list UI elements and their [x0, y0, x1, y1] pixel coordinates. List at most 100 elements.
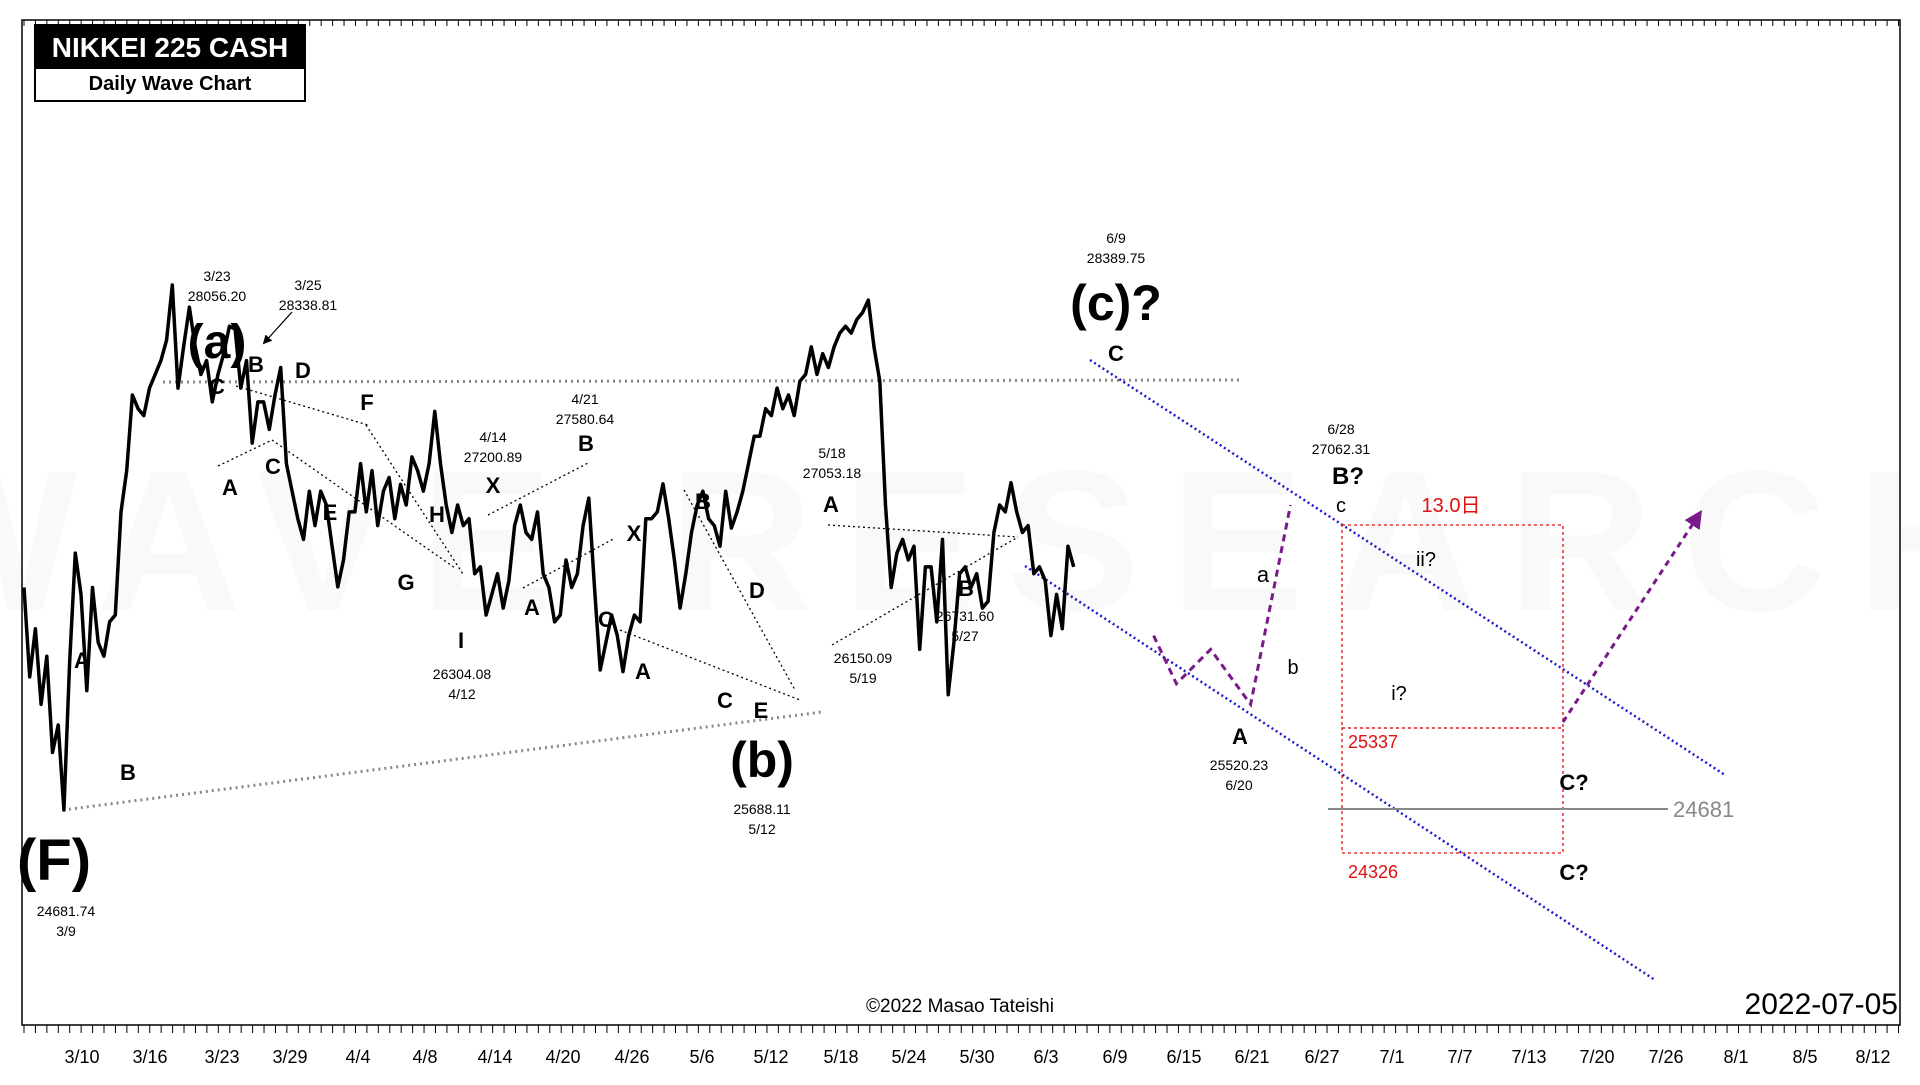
wave-annotation: 28338.81: [279, 297, 338, 313]
wave-annotation: 5/18: [818, 445, 845, 461]
x-tick-label: 4/26: [614, 1047, 649, 1067]
wave-annotation: 5/12: [748, 821, 775, 837]
x-tick-label: 7/7: [1447, 1047, 1472, 1067]
x-tick-label: 6/15: [1166, 1047, 1201, 1067]
wave-annotation: D: [295, 358, 311, 383]
wave-annotation: B: [958, 576, 974, 601]
x-tick-label: 3/23: [204, 1047, 239, 1067]
wave-annotation: G: [397, 570, 414, 595]
wave-annotation: B: [578, 431, 594, 456]
support-dotted-line: [62, 710, 823, 812]
top-ticks: [23, 20, 1900, 26]
wave-annotation: (c)?: [1070, 275, 1162, 331]
x-tick-label: 7/13: [1511, 1047, 1546, 1067]
wave-annotation: X: [486, 473, 501, 498]
wave-annotation: 24681: [1673, 797, 1734, 822]
resistance-dotted-line: [162, 378, 1241, 384]
wave-annotation: A: [222, 475, 238, 500]
date-stamp: 2022-07-05: [1745, 988, 1898, 1021]
x-tick-label: 5/12: [753, 1047, 788, 1067]
wave-annotation: ii?: [1416, 549, 1436, 571]
wave-annotation: 27053.18: [803, 465, 862, 481]
callout-arrow: [262, 311, 293, 345]
wave-annotation: D: [749, 578, 765, 603]
wave-annotation: (b): [730, 732, 794, 788]
x-tick-label: 8/5: [1792, 1047, 1817, 1067]
chart-subtitle: Daily Wave Chart: [88, 73, 252, 95]
wave-annotation: 5/27: [951, 628, 978, 644]
copyright: ©2022 Masao Tateishi: [866, 996, 1054, 1017]
wave-annotation: C?: [1559, 860, 1588, 885]
x-wave-upper-trendline: [487, 461, 591, 516]
wave-annotation: C?: [1559, 770, 1588, 795]
b-wave-lower-trendline: [619, 629, 801, 701]
x-axis-labels: 3/10 3/16 3/23 3/29 4/4 4/8 4/14 4/20 4/26 5/6 5/1…: [64, 1047, 1890, 1067]
wave-annotation: C: [1108, 341, 1124, 366]
x-tick-label: 6/3: [1033, 1047, 1058, 1067]
wave-annotation: 25337: [1348, 732, 1398, 752]
x-tick-label: 4/20: [545, 1047, 580, 1067]
wave-annotation: B: [120, 760, 136, 785]
wave-annotation: c: [1336, 495, 1346, 517]
wave-annotation: A: [635, 659, 651, 684]
wave-annotation: 25520.23: [1210, 757, 1269, 773]
x-tick-label: 7/20: [1579, 1047, 1614, 1067]
x-tick-label: 7/1: [1379, 1047, 1404, 1067]
wave-annotation: 26304.08: [433, 666, 492, 682]
wave-annotation: B: [248, 352, 264, 377]
x-tick-label: 7/26: [1648, 1047, 1683, 1067]
title-box: NIKKEI 225 CASH Daily Wave Chart: [34, 24, 306, 102]
triangle-lower-line: [831, 536, 1019, 646]
bottom-ticks: [23, 1025, 1900, 1033]
wave-annotation: 4/14: [479, 429, 506, 445]
x-tick-label: 3/16: [132, 1047, 167, 1067]
wave-annotation: 28056.20: [188, 288, 247, 304]
wave-annotation: b: [1287, 657, 1298, 679]
x-tick-label: 8/1: [1723, 1047, 1748, 1067]
wave-annotation: 4/12: [448, 686, 475, 702]
chart-title: NIKKEI 225 CASH: [36, 26, 304, 69]
wave-annotation: A: [74, 648, 90, 673]
channel-upper-line: [1089, 358, 1726, 777]
wave-annotation: 24326: [1348, 862, 1398, 882]
wave-annotation: X: [627, 521, 642, 546]
wave-annotation: A: [524, 595, 540, 620]
wave-annotation: 3/23: [203, 268, 230, 284]
wave-annotation: F: [360, 390, 373, 415]
forecast-arrow: [1561, 509, 1702, 723]
wave-annotation: (F): [17, 828, 91, 893]
x-tick-label: 8/12: [1855, 1047, 1890, 1067]
wave-annotation: 24681.74: [37, 903, 96, 919]
wave-annotation: C: [265, 454, 281, 479]
ab-triangle-line-1: [271, 439, 456, 569]
x-tick-label: 6/21: [1234, 1047, 1269, 1067]
price-target-box: [1341, 727, 1564, 854]
wave-annotation: 6/20: [1225, 777, 1252, 793]
wave-annotation: A: [823, 492, 839, 517]
wave-annotation: 26731.60: [936, 608, 995, 624]
wave-annotation: 25688.11: [733, 801, 791, 817]
x-tick-label: 3/29: [272, 1047, 307, 1067]
wave-annotation: a: [1257, 562, 1270, 587]
x-tick-label: 6/9: [1102, 1047, 1127, 1067]
forecast-path: [1152, 504, 1292, 709]
wave-annotation: i?: [1391, 683, 1407, 705]
wave-annotation: H: [429, 502, 445, 527]
annotations: (F)24681.743/9AB(a)CB DACEFGHI26304.084/1…: [17, 230, 1734, 939]
price-line: [22, 283, 1076, 812]
wave-annotation: E: [323, 500, 338, 525]
x-tick-label: 5/24: [891, 1047, 926, 1067]
wave-annotation: C: [209, 374, 225, 399]
wave-annotation: I: [458, 628, 464, 653]
x-tick-label: 5/30: [959, 1047, 994, 1067]
wave-annotation: C: [598, 607, 614, 632]
channel-lower-line: [1024, 564, 1656, 982]
x-tick-label: 5/6: [689, 1047, 714, 1067]
b-wave-upper-trendline: [683, 489, 796, 691]
wave-annotation: 27062.31: [1312, 441, 1371, 457]
wave-annotation: 3/25: [294, 277, 321, 293]
wave-annotation: 5/19: [849, 670, 876, 686]
wave-annotation: E: [754, 698, 769, 723]
x-tick-label: 6/27: [1304, 1047, 1339, 1067]
x-tick-label: 4/4: [345, 1047, 370, 1067]
